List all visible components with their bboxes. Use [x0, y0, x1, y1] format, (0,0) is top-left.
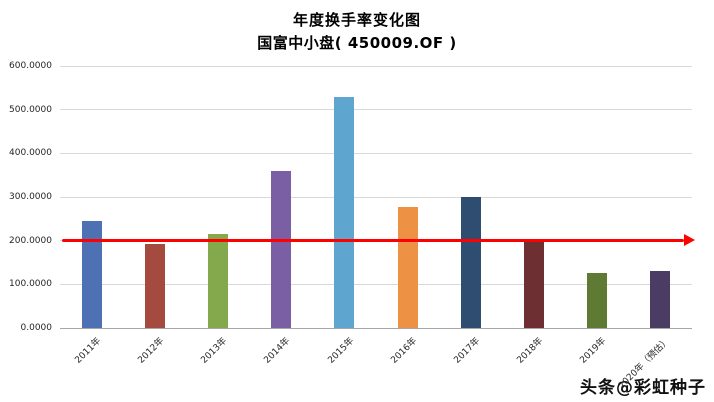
- bar-2018年: [524, 241, 544, 328]
- bar-2016年: [397, 206, 418, 328]
- x-axis-tick-label: 2015年: [325, 336, 356, 366]
- x-axis-tick-label: 2017年: [452, 336, 483, 366]
- x-axis-tick-label: 2014年: [262, 336, 293, 366]
- x-axis-line: [60, 327, 692, 329]
- y-axis-tick-label: 100.0000: [9, 279, 52, 290]
- chart-subtitle: 国富中小盘( 450009.OF ): [257, 34, 457, 52]
- x-axis-tick-label: 2013年: [199, 336, 230, 366]
- y-axis-tick-label: 500.0000: [9, 104, 52, 115]
- x-axis-tick-label: 2012年: [136, 336, 167, 366]
- bar-2012年: [144, 243, 165, 328]
- y-axis-tick-label: 200.0000: [9, 235, 52, 246]
- x-axis-tick-label: 2018年: [515, 336, 546, 366]
- x-axis-tick-label: 2016年: [389, 336, 419, 366]
- y-axis-tick-label: 300.0000: [9, 192, 52, 202]
- reference-arrow-head: [684, 234, 695, 247]
- bar-2020年（预估）: [650, 270, 671, 328]
- bar-2015年: [334, 97, 355, 328]
- reference-arrow-line: [62, 239, 684, 243]
- bar-2011年: [81, 221, 102, 328]
- y-axis-tick-label: 600.0000: [9, 61, 52, 71]
- y-axis-tick-label: 400.0000: [9, 148, 52, 159]
- gridline: [60, 65, 692, 67]
- gridline: [60, 109, 692, 111]
- gridline: [60, 283, 692, 285]
- watermark: 头条@彩虹种子: [580, 378, 706, 398]
- bar-2013年: [208, 233, 228, 328]
- bar-2014年: [271, 170, 292, 328]
- bar-2017年: [460, 197, 481, 328]
- y-axis-tick-label: 0.0000: [20, 323, 53, 333]
- plot-area: [60, 65, 695, 329]
- x-axis-tick-label: 2011年: [73, 336, 103, 366]
- bar-2019年: [587, 273, 608, 328]
- gridline: [60, 152, 692, 154]
- x-axis-tick-label: 2019年: [578, 336, 609, 366]
- chart-title: 年度换手率变化图: [292, 11, 421, 29]
- gridline: [60, 196, 692, 198]
